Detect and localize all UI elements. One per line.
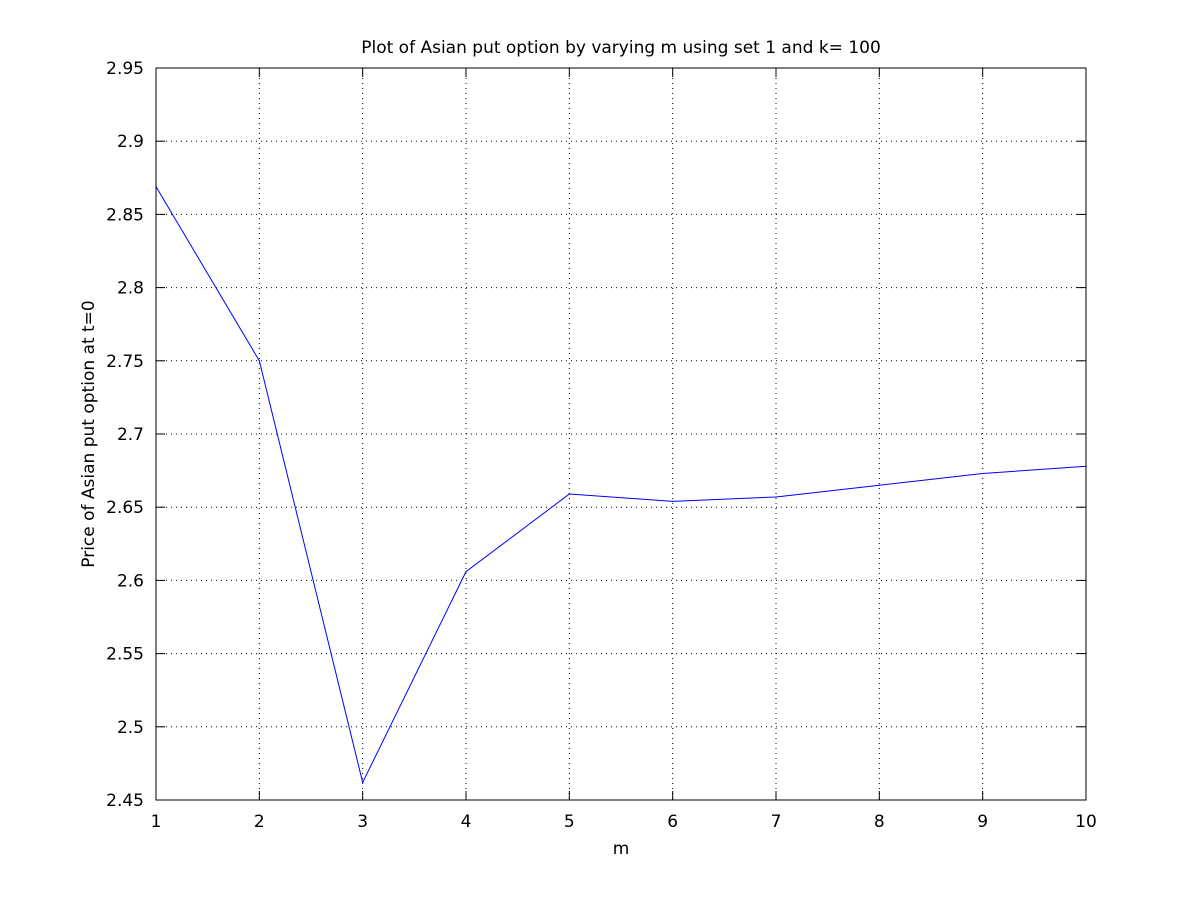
x-tick-label: 5 xyxy=(564,812,575,832)
y-tick-label: 2.9 xyxy=(117,132,144,152)
x-tick-label: 1 xyxy=(151,812,162,832)
y-tick-label: 2.65 xyxy=(106,498,144,518)
y-tick-label: 2.85 xyxy=(106,205,144,225)
y-axis-label: Price of Asian put option at t=0 xyxy=(79,300,99,567)
y-tick-label: 2.8 xyxy=(117,279,144,299)
x-tick-label: 7 xyxy=(771,812,782,832)
tick-labels: 1 2 3 4 5 6 7 8 9 10 2.45 2.5 2.55 2.6 2.65 2.7 2.75 2.8 2… xyxy=(106,59,1097,832)
y-tick-label: 2.75 xyxy=(106,352,144,372)
y-tick-label: 2.7 xyxy=(117,425,144,445)
x-tick-label: 6 xyxy=(667,812,678,832)
x-tick-label: 10 xyxy=(1075,812,1097,832)
x-tick-label: 2 xyxy=(254,812,265,832)
y-tick-label: 2.95 xyxy=(106,59,144,79)
series-line xyxy=(155,186,1087,784)
x-axis-label: m xyxy=(613,839,630,859)
data-point xyxy=(878,484,880,486)
x-tick-label: 8 xyxy=(874,812,885,832)
data-point xyxy=(775,496,777,498)
data-point xyxy=(672,500,674,502)
ticks xyxy=(155,67,1087,801)
y-tick-label: 2.6 xyxy=(117,571,144,591)
chart-title: Plot of Asian put option by varying m us… xyxy=(361,38,881,58)
data-point xyxy=(258,360,260,362)
x-tick-label: 9 xyxy=(977,812,988,832)
data-point xyxy=(982,472,984,475)
grid xyxy=(156,68,1086,800)
data-point xyxy=(362,781,364,784)
x-tick-label: 4 xyxy=(461,812,472,832)
data-point xyxy=(465,571,467,573)
data-point xyxy=(568,493,570,495)
y-tick-label: 2.45 xyxy=(106,791,144,811)
x-tick-label: 3 xyxy=(357,812,368,832)
y-tick-label: 2.55 xyxy=(106,645,144,665)
y-tick-label: 2.5 xyxy=(117,718,144,738)
